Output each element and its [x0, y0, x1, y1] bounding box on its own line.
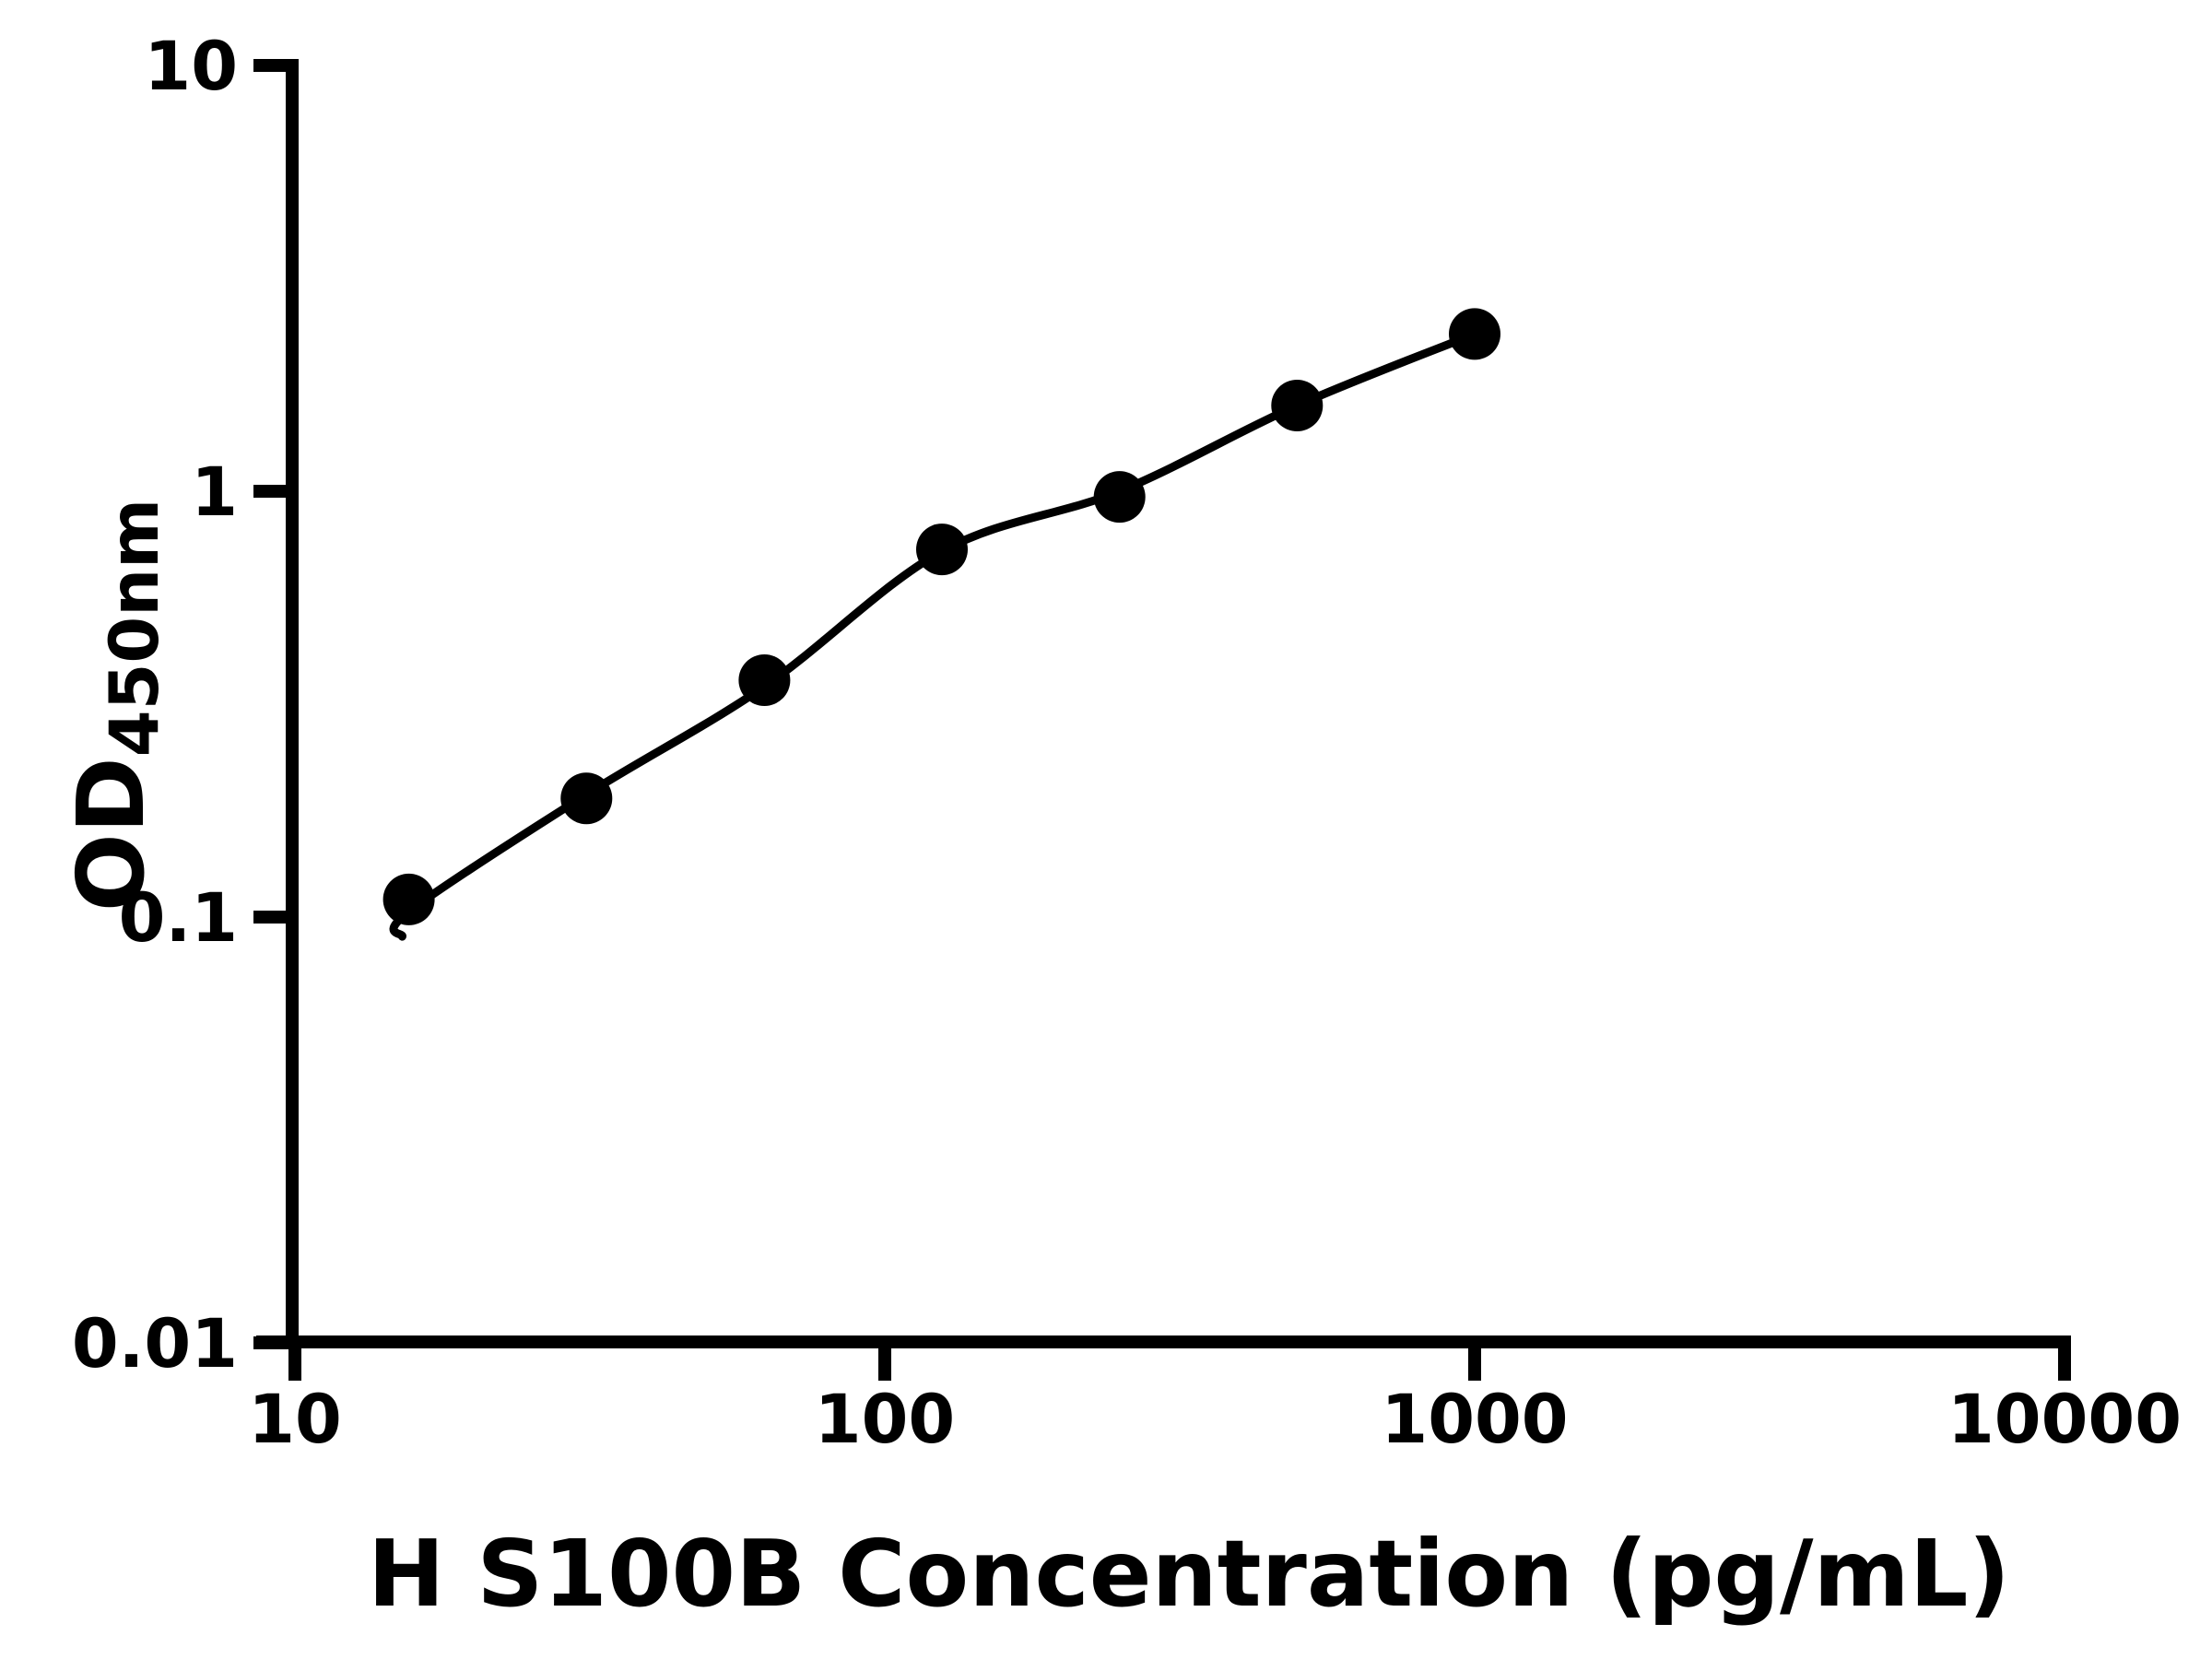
- y-tick-label: 10: [144, 28, 238, 106]
- data-point: [916, 524, 968, 576]
- x-tick-label: 100: [815, 1381, 955, 1459]
- x-axis-title: H S100B Concentration (pg/mL): [368, 1520, 2010, 1628]
- data-point: [1271, 380, 1324, 431]
- y-tick-label: 0.1: [119, 879, 238, 958]
- y-tick-label: 0.01: [72, 1305, 238, 1383]
- y-axis-title-subscript: 450nm: [96, 499, 174, 757]
- data-point: [738, 654, 791, 706]
- y-axis-title-main: OD: [57, 757, 165, 912]
- x-tick-label: 10000: [1947, 1381, 2182, 1459]
- data-point: [560, 772, 613, 825]
- y-tick-label: 1: [191, 453, 238, 532]
- data-points: [382, 308, 1500, 925]
- data-point: [382, 873, 435, 925]
- data-point: [1449, 308, 1500, 360]
- data-point: [1093, 471, 1146, 524]
- x-tick-label: 1000: [1381, 1381, 1568, 1459]
- y-axis-title: OD450nm: [57, 499, 174, 912]
- x-tick-label: 10: [248, 1381, 342, 1459]
